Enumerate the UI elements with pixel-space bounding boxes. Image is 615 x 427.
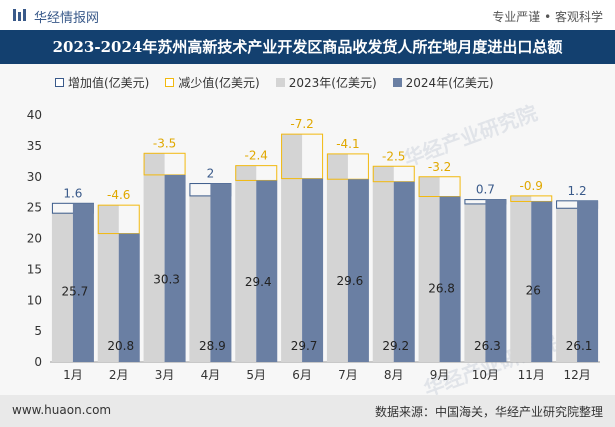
chart-legend: 增加值(亿美元) 减少值(亿美元) 2023年(亿美元) 2024年(亿美元) <box>55 73 494 91</box>
x-tick-label: 1月 <box>63 368 83 382</box>
legend-item-increase: 增加值(亿美元) <box>55 73 149 91</box>
legend-swatch-2023 <box>275 77 285 87</box>
bar-chart: 0 5 10 15 20 25 30 35 40 1.6 25.7 1月 -4.6 20.8 2月 -3.5 3… <box>27 108 600 382</box>
bar-2024 <box>118 233 140 362</box>
footer-url: www.huaon.com <box>12 403 112 417</box>
bar-2023 <box>510 195 532 362</box>
change-label: -0.9 <box>520 179 543 193</box>
x-tick-label: 11月 <box>518 368 545 382</box>
value-label-2024: 30.3 <box>153 272 180 286</box>
value-label-2024: 26 <box>526 284 541 298</box>
value-label-2024: 29.6 <box>337 274 364 288</box>
value-label-2024: 28.9 <box>199 339 226 353</box>
bar-2024 <box>347 179 369 362</box>
bar-2023 <box>143 153 165 362</box>
bar-2023 <box>418 176 440 362</box>
legend-label-increase: 增加值(亿美元) <box>68 75 150 90</box>
x-tick-label: 4月 <box>201 368 221 382</box>
bar-2023 <box>281 134 303 362</box>
decrease-box <box>418 176 461 198</box>
bar-2024 <box>577 200 599 362</box>
bar-2024 <box>210 183 232 362</box>
chart-title: 2023-2024年苏州高新技术产业开发区商品收发货人所在地月度进出口总额 <box>52 38 563 56</box>
change-label: -3.5 <box>153 136 176 150</box>
change-label: 0.7 <box>476 183 495 197</box>
change-label: -4.6 <box>107 188 130 202</box>
change-label: -7.2 <box>290 117 313 131</box>
x-tick-label: 8月 <box>384 368 404 382</box>
value-label-2024: 20.8 <box>107 339 134 353</box>
bar-2024 <box>302 178 324 362</box>
bar-2024 <box>72 203 94 362</box>
x-tick-label: 6月 <box>292 368 312 382</box>
y-tick-label: 20 <box>27 232 42 246</box>
value-label-2024: 25.7 <box>62 284 89 298</box>
legend-item-2024: 2024年(亿美元) <box>392 73 494 91</box>
value-label-2024: 29.4 <box>245 275 272 289</box>
legend-item-decrease: 减少值(亿美元) <box>165 73 260 91</box>
bar-2024 <box>164 174 186 362</box>
value-label-2024: 26.3 <box>474 339 501 353</box>
value-label-2024: 26.8 <box>428 281 455 295</box>
huajing-logo-icon <box>13 9 26 21</box>
change-label: -2.5 <box>382 149 405 163</box>
bar-2024 <box>393 181 415 362</box>
bar-2023 <box>189 195 211 362</box>
bar-2024 <box>439 196 461 362</box>
y-tick-label: 40 <box>27 108 42 122</box>
value-label-2024: 29.7 <box>291 339 318 353</box>
legend-swatch-increase <box>55 77 64 87</box>
top-bar: 华经情报网 专业严谨 • 客观科学 <box>0 0 615 30</box>
bar-2023 <box>97 205 119 362</box>
change-label: -2.4 <box>245 149 268 163</box>
legend-label-2024: 2024年(亿美元) <box>405 75 494 90</box>
y-tick-label: 25 <box>27 201 42 215</box>
bar-2023 <box>51 213 73 362</box>
x-tick-label: 12月 <box>563 368 590 382</box>
y-tick-label: 30 <box>27 170 42 184</box>
tagline: 专业严谨 • 客观科学 <box>492 10 603 24</box>
brand-name: 华经情报网 <box>34 11 100 26</box>
bar-2023 <box>235 165 257 362</box>
change-label: 1.2 <box>568 184 587 198</box>
bar-2024 <box>256 180 278 362</box>
bar-2023 <box>372 166 394 362</box>
change-label: -4.1 <box>336 137 359 151</box>
bar-2024 <box>531 201 553 362</box>
legend-item-2023: 2023年(亿美元) <box>275 73 377 91</box>
x-tick-label: 7月 <box>338 368 358 382</box>
y-tick-label: 5 <box>34 324 42 338</box>
y-tick-label: 35 <box>27 139 42 153</box>
x-tick-label: 9月 <box>430 368 450 382</box>
legend-label-2023: 2023年(亿美元) <box>288 75 377 90</box>
legend-swatch-decrease <box>165 77 175 87</box>
value-label-2024: 26.1 <box>566 339 593 353</box>
y-tick-label: 10 <box>27 293 42 307</box>
bar-2023 <box>326 153 348 362</box>
x-tick-label: 5月 <box>246 368 266 382</box>
bar-2023 <box>556 208 578 362</box>
x-tick-label: 2月 <box>109 368 129 382</box>
bar-2024 <box>485 199 507 362</box>
change-label: 1.6 <box>63 186 82 200</box>
y-tick-label: 15 <box>27 262 42 276</box>
footer: www.huaon.com 数据来源：中国海关，华经产业研究院整理 <box>0 395 615 427</box>
legend-swatch-2024 <box>392 77 402 87</box>
change-label: -3.2 <box>428 160 451 174</box>
bar-2023 <box>464 203 486 362</box>
change-label: 2 <box>207 167 215 181</box>
legend-label-decrease: 减少值(亿美元) <box>178 75 260 90</box>
title-bar: 2023-2024年苏州高新技术产业开发区商品收发货人所在地月度进出口总额 <box>0 30 615 64</box>
y-tick-label: 0 <box>34 355 42 369</box>
value-label-2024: 29.2 <box>382 339 409 353</box>
x-tick-label: 3月 <box>155 368 175 382</box>
x-tick-label: 10月 <box>472 368 499 382</box>
decrease-box <box>143 152 186 176</box>
footer-source: 数据来源：中国海关，华经产业研究院整理 <box>374 405 603 419</box>
